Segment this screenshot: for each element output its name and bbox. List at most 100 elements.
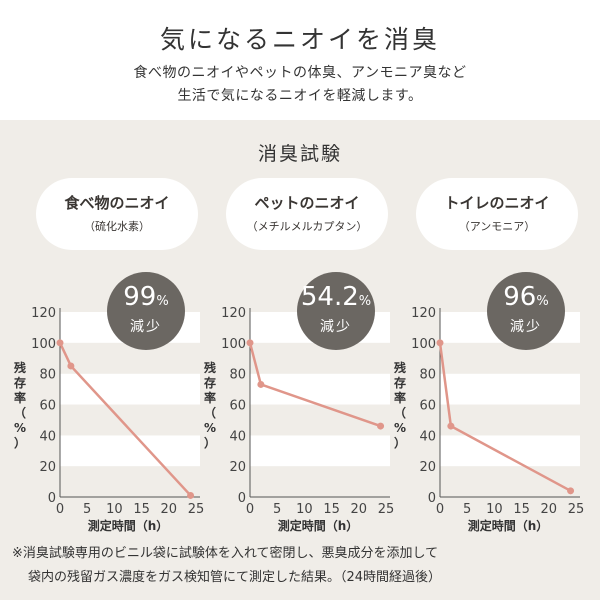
x-axis-label: 測定時間（h）: [88, 518, 169, 533]
grid-stripe: [60, 435, 200, 467]
y-tick-label: 40: [39, 429, 56, 444]
page-title: 気になるニオイを消臭: [159, 25, 440, 54]
x-tick-label: 5: [273, 502, 281, 517]
y-tick-label: 100: [411, 337, 436, 352]
data-point: [56, 339, 64, 347]
grid-stripe: [440, 466, 580, 497]
x-tick-label: 15: [133, 502, 150, 517]
grid-stripe: [250, 466, 390, 497]
chart-0: 0 20 40 60 80 100 120 0 5 10 15 20 25 測定時間（h） 残存率（%）: [13, 306, 204, 533]
badge-percent: 54.2%: [297, 282, 375, 317]
cloud-subtitle: （硫化水素）: [84, 220, 150, 233]
x-tick-label: 25: [568, 502, 585, 517]
x-tick-label: 10: [296, 502, 313, 517]
data-point: [67, 362, 75, 370]
badge-value: 99: [123, 282, 157, 312]
cloud-label-food: 食べ物のニオイ （硫化水素）: [36, 178, 198, 250]
data-point: [436, 339, 444, 347]
data-point: [187, 491, 195, 499]
y-axis-label: 残存率（%）: [13, 360, 26, 450]
y-tick-label: 40: [419, 429, 436, 444]
footnote-line-1: ※消臭試験専用のビニル袋に試験体を入れて密閉し、悪臭成分を添加して: [12, 546, 439, 561]
badge-unit: %: [536, 294, 549, 309]
reduction-badge-food: 99% 減少: [107, 272, 185, 350]
x-axis-label: 測定時間（h）: [278, 518, 359, 533]
reduction-badge-toilet: 96% 減少: [487, 272, 565, 350]
x-tick-label: 0: [246, 502, 254, 517]
page-subtitle: 食べ物のニオイやペットの体臭、アンモニア臭など 生活で気になるニオイを軽減します…: [0, 62, 600, 108]
badge-label: 減少: [130, 319, 162, 335]
cloud-title: 食べ物のニオイ: [64, 194, 170, 212]
x-tick-label: 25: [378, 502, 395, 517]
y-tick-label: 120: [221, 306, 246, 321]
y-tick-label: 80: [39, 368, 56, 383]
y-tick-label: 20: [229, 460, 246, 475]
badge-label: 減少: [320, 319, 352, 335]
grid-stripe: [250, 435, 390, 467]
y-tick-label: 80: [419, 368, 436, 383]
x-tick-label: 20: [161, 502, 178, 517]
grid-stripe: [440, 373, 580, 405]
y-tick-label: 20: [419, 460, 436, 475]
x-axis-label: 測定時間（h）: [468, 518, 549, 533]
cloud-title: ペットのニオイ: [254, 194, 360, 212]
badge-percent: 96%: [487, 282, 565, 317]
grid-stripe: [60, 342, 200, 374]
cloud-subtitle: （アンモニア）: [458, 220, 536, 233]
grid-stripe: [440, 342, 580, 374]
header-area: 気になるニオイを消臭 食べ物のニオイやペットの体臭、アンモニア臭など 生活で気に…: [0, 0, 600, 120]
subtitle-line-2: 生活で気になるニオイを軽減します。: [177, 88, 423, 104]
grid-stripe: [440, 435, 580, 467]
grid-stripe: [440, 404, 580, 436]
x-tick-label: 20: [351, 502, 368, 517]
y-axis-label: 残存率（%）: [393, 360, 406, 450]
badge-unit: %: [358, 294, 372, 309]
cloud-shape: [416, 178, 578, 250]
y-axis-label: 残存率（%）: [203, 360, 216, 450]
cloud-label-toilet: トイレのニオイ （アンモニア）: [416, 178, 578, 250]
reduction-badge-pet: 54.2% 減少: [297, 272, 375, 350]
grid-stripe: [250, 404, 390, 436]
y-tick-label: 100: [221, 337, 246, 352]
badge-value: 54.2: [300, 282, 359, 312]
y-tick-label: 0: [428, 491, 436, 506]
y-tick-label: 120: [31, 306, 56, 321]
cloud-title: トイレのニオイ: [444, 194, 550, 212]
cloud-label-pet: ペットのニオイ （メチルメルカプタン）: [226, 178, 388, 250]
subtitle-line-1: 食べ物のニオイやペットの体臭、アンモニア臭など: [133, 65, 467, 81]
x-tick-label: 0: [436, 502, 444, 517]
x-tick-label: 5: [83, 502, 91, 517]
chart-1: 0 20 40 60 80 100 120 0 5 10 15 20 25 測定時間（h） 残存率（%）: [203, 306, 394, 533]
y-tick-label: 100: [31, 337, 56, 352]
badge-label: 減少: [510, 319, 542, 335]
x-tick-label: 0: [56, 502, 64, 517]
x-tick-label: 10: [106, 502, 123, 517]
y-tick-label: 120: [411, 306, 436, 321]
data-point: [447, 422, 455, 430]
cloud-shape: [226, 178, 388, 250]
data-point: [377, 422, 385, 430]
x-tick-label: 15: [323, 502, 340, 517]
badge-value: 96: [503, 282, 537, 312]
cloud-shape: [36, 178, 198, 250]
y-tick-label: 0: [238, 491, 246, 506]
data-point: [567, 487, 575, 495]
badge-percent: 99%: [107, 282, 185, 317]
y-tick-label: 60: [39, 399, 56, 414]
y-tick-label: 20: [39, 460, 56, 475]
data-point: [257, 380, 265, 388]
y-tick-label: 0: [48, 491, 56, 506]
y-tick-label: 80: [229, 368, 246, 383]
y-tick-label: 60: [229, 399, 246, 414]
x-tick-label: 20: [541, 502, 558, 517]
data-point: [246, 339, 254, 347]
x-tick-label: 5: [463, 502, 471, 517]
section-title: 消臭試験: [257, 143, 342, 165]
footnote-line-2: 袋内の残留ガス濃度をガス検知管にて測定した結果。（24時間経過後）: [28, 570, 442, 585]
badge-unit: %: [156, 294, 169, 309]
x-tick-label: 15: [513, 502, 530, 517]
footnote: ※消臭試験専用のビニル袋に試験体を入れて密閉し、悪臭成分を添加して 袋内の残留ガ…: [12, 542, 592, 590]
chart-2: 0 20 40 60 80 100 120 0 5 10 15 20 25 測定時間（h） 残存率（%）: [393, 306, 584, 533]
cloud-subtitle: （メチルメルカプタン）: [246, 220, 368, 233]
